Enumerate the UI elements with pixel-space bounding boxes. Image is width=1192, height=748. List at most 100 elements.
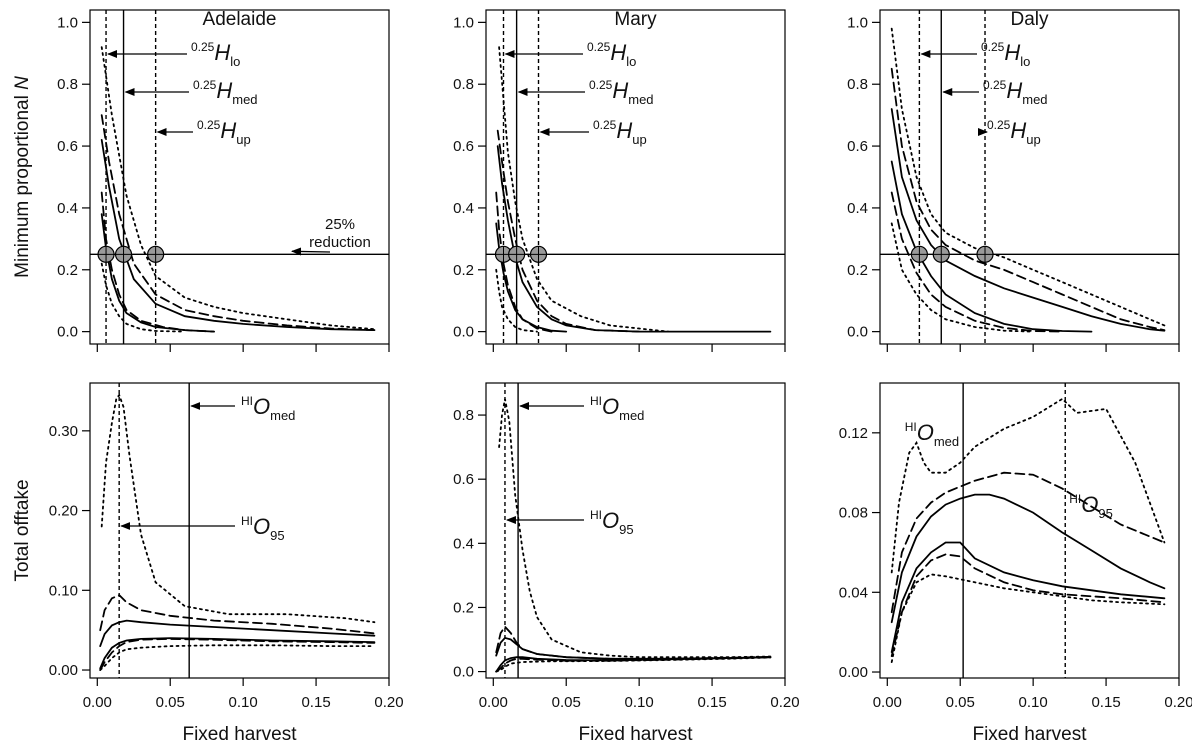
mary-h-up-label: 0.25Hup [593, 118, 647, 147]
adelaide-bottom-y-tick-label: 0.10 [49, 582, 78, 599]
mary-top-y-tick-label: 0.4 [453, 200, 474, 217]
mary-h-med-label: 0.25Hmed [589, 78, 654, 107]
adelaide-top-frame [89, 9, 390, 345]
adelaide-bottom-series-3-dashed-line [99, 637, 376, 671]
mary-top-y-tick-label: 0.0 [453, 324, 474, 341]
daly-o-95-label: HIO95 [1069, 492, 1113, 521]
adelaide-bottom-x-tick-label: 0.00 [83, 694, 112, 711]
adelaide-o-med-label: HIOmed [241, 394, 295, 423]
daly-top-y-tick-label: 1.0 [847, 14, 868, 31]
daly-top-frame [879, 9, 1180, 345]
daly-h-lo-label-superscript: 0.25 [981, 40, 1005, 54]
daly-top-series-3-dashed-line [890, 191, 1064, 333]
daly-top-series-5-dotted-line [890, 222, 1034, 333]
mary-h-med-label-subscript: med [628, 92, 653, 107]
mary-bottom-y-tick-label: 0.8 [453, 407, 474, 424]
y-axis-label-min-n: Minimum proportional N [12, 76, 33, 278]
daly-h-med-label-subscript: med [1022, 92, 1047, 107]
mary-h-lo-label-superscript: 0.25 [587, 40, 611, 54]
daly-bottom-x-tick-label: 0.10 [1019, 694, 1048, 711]
mary-o-med-label-subscript: med [619, 408, 644, 423]
reduction-label-line1: 25% [325, 216, 355, 233]
daly-top-y-tick-label: 0.8 [847, 76, 868, 93]
daly-med-intersection-marker [932, 245, 950, 263]
mary-bottom-x-tick-label: 0.10 [625, 694, 654, 711]
adelaide-bottom-series-5-dotted-line [99, 644, 376, 671]
daly-h-lo-label-subscript: lo [1020, 54, 1030, 69]
adelaide-top-y-tick-label: 0.4 [57, 200, 78, 217]
mary-top-series-3-dashed-line [495, 191, 553, 333]
daly-h-med-label-variable: H [1006, 78, 1022, 103]
mary-bottom-y-tick-label: 0.2 [453, 599, 474, 616]
adelaide-top-y-tick-label: 0.8 [57, 76, 78, 93]
daly-bottom-series-0-solid-line [890, 493, 1166, 624]
adelaide-o-95-label-superscript: HI [241, 514, 253, 528]
daly-bottom-series-3-dashed-line [890, 553, 1166, 657]
reduction-arrow [291, 247, 331, 256]
mary-bottom-x-tick-label: 0.15 [697, 694, 726, 711]
adelaide-h-med-label-subscript: med [232, 92, 257, 107]
adelaide-h-lo-label-subscript: lo [230, 54, 240, 69]
mary-top-series-4-dotted-line [498, 46, 670, 333]
daly-top-series-2-dashed-line [890, 67, 1166, 331]
daly-top-y-tick-label: 0.4 [847, 200, 868, 217]
adelaide-h-med-label-superscript: 0.25 [193, 78, 217, 92]
adelaide-bottom-x-tick-label: 0.20 [374, 694, 403, 711]
mary-up-intersection-marker [529, 245, 548, 263]
adelaide-h-up-label-superscript: 0.25 [197, 118, 221, 132]
adelaide-o-med-label-variable: O [253, 394, 270, 419]
daly-o-95-label-variable: O [1081, 492, 1098, 517]
daly-bottom-frame [879, 382, 1180, 679]
adelaide-top-series-2-dashed-line [100, 114, 376, 331]
mary-bottom-series-3-dashed-line [495, 656, 772, 673]
adelaide-h-lo-label-superscript: 0.25 [191, 40, 215, 54]
mary-h-up-label-subscript: up [632, 132, 646, 147]
mary-top-y-tick-label: 0.8 [453, 76, 474, 93]
adelaide-h-lo-label-variable: H [214, 40, 230, 65]
daly-top-y-tick-label: 0.6 [847, 138, 868, 155]
daly-bottom-series-2-dashed-line [890, 471, 1166, 614]
mary-bottom-x-tick-label: 0.00 [479, 694, 508, 711]
adelaide-top-y-tick-label: 1.0 [57, 14, 78, 31]
mary-top-frame [485, 9, 786, 345]
mary-bottom-series-4-dotted-line [498, 398, 772, 659]
adelaide-bottom-x-tick-label: 0.05 [156, 694, 185, 711]
daly-h-up-label-variable: H [1010, 118, 1026, 143]
daly-bottom-y-tick-label: 0.08 [839, 505, 868, 522]
mary-bottom-x-tick-label: 0.05 [552, 694, 581, 711]
mary-o-95-label: HIO95 [590, 508, 634, 537]
mary-h-lo-label-subscript: lo [626, 54, 636, 69]
adelaide-lo-intersection-marker [97, 245, 115, 263]
daly-top-series-0-solid-line [890, 108, 1166, 332]
daly-bottom-series-5-dotted-line [890, 573, 1166, 663]
mary-bottom-frame [485, 382, 786, 679]
adelaide-bottom-series-4-dotted-line [100, 393, 376, 624]
daly-bottom-series-4-dotted-line [890, 397, 1166, 574]
adelaide-top-y-tick-label: 0.0 [57, 324, 78, 341]
daly-up-intersection-marker [976, 245, 994, 263]
daly-o-95-label-superscript: HI [1069, 492, 1081, 506]
adelaide-bottom-y-tick-label: 0.00 [49, 662, 78, 679]
adelaide-bottom-y-tick-label: 0.30 [49, 423, 78, 440]
mary-o-95-label-subscript: 95 [619, 522, 633, 537]
daly-h-med-label: 0.25Hmed [983, 78, 1048, 107]
daly-bottom-y-tick-label: 0.12 [839, 425, 868, 442]
adelaide-h-up-label-variable: H [220, 118, 236, 143]
mary-bottom-y-tick-label: 0.4 [453, 535, 474, 552]
mary-h-med-label-superscript: 0.25 [589, 78, 613, 92]
daly-top-y-tick-label: 0.2 [847, 262, 868, 279]
daly-o-med-label-subscript: med [934, 434, 959, 449]
mary-h-med-label-variable: H [612, 78, 628, 103]
mary-o-med-label: HIOmed [590, 394, 644, 423]
reduction-label-line2: reduction [309, 234, 371, 251]
panel-title-adelaide: Adelaide [203, 9, 277, 30]
mary-bottom-series-5-dotted-line [495, 656, 772, 673]
daly-bottom-series-1-solid-line [890, 541, 1166, 653]
adelaide-bottom-frame [89, 382, 390, 679]
daly-bottom-x-tick-label: 0.00 [873, 694, 902, 711]
daly-top-y-tick-label: 0.0 [847, 324, 868, 341]
adelaide-h-med-label: 0.25Hmed [193, 78, 258, 107]
adelaide-o-med-label-subscript: med [270, 408, 295, 423]
